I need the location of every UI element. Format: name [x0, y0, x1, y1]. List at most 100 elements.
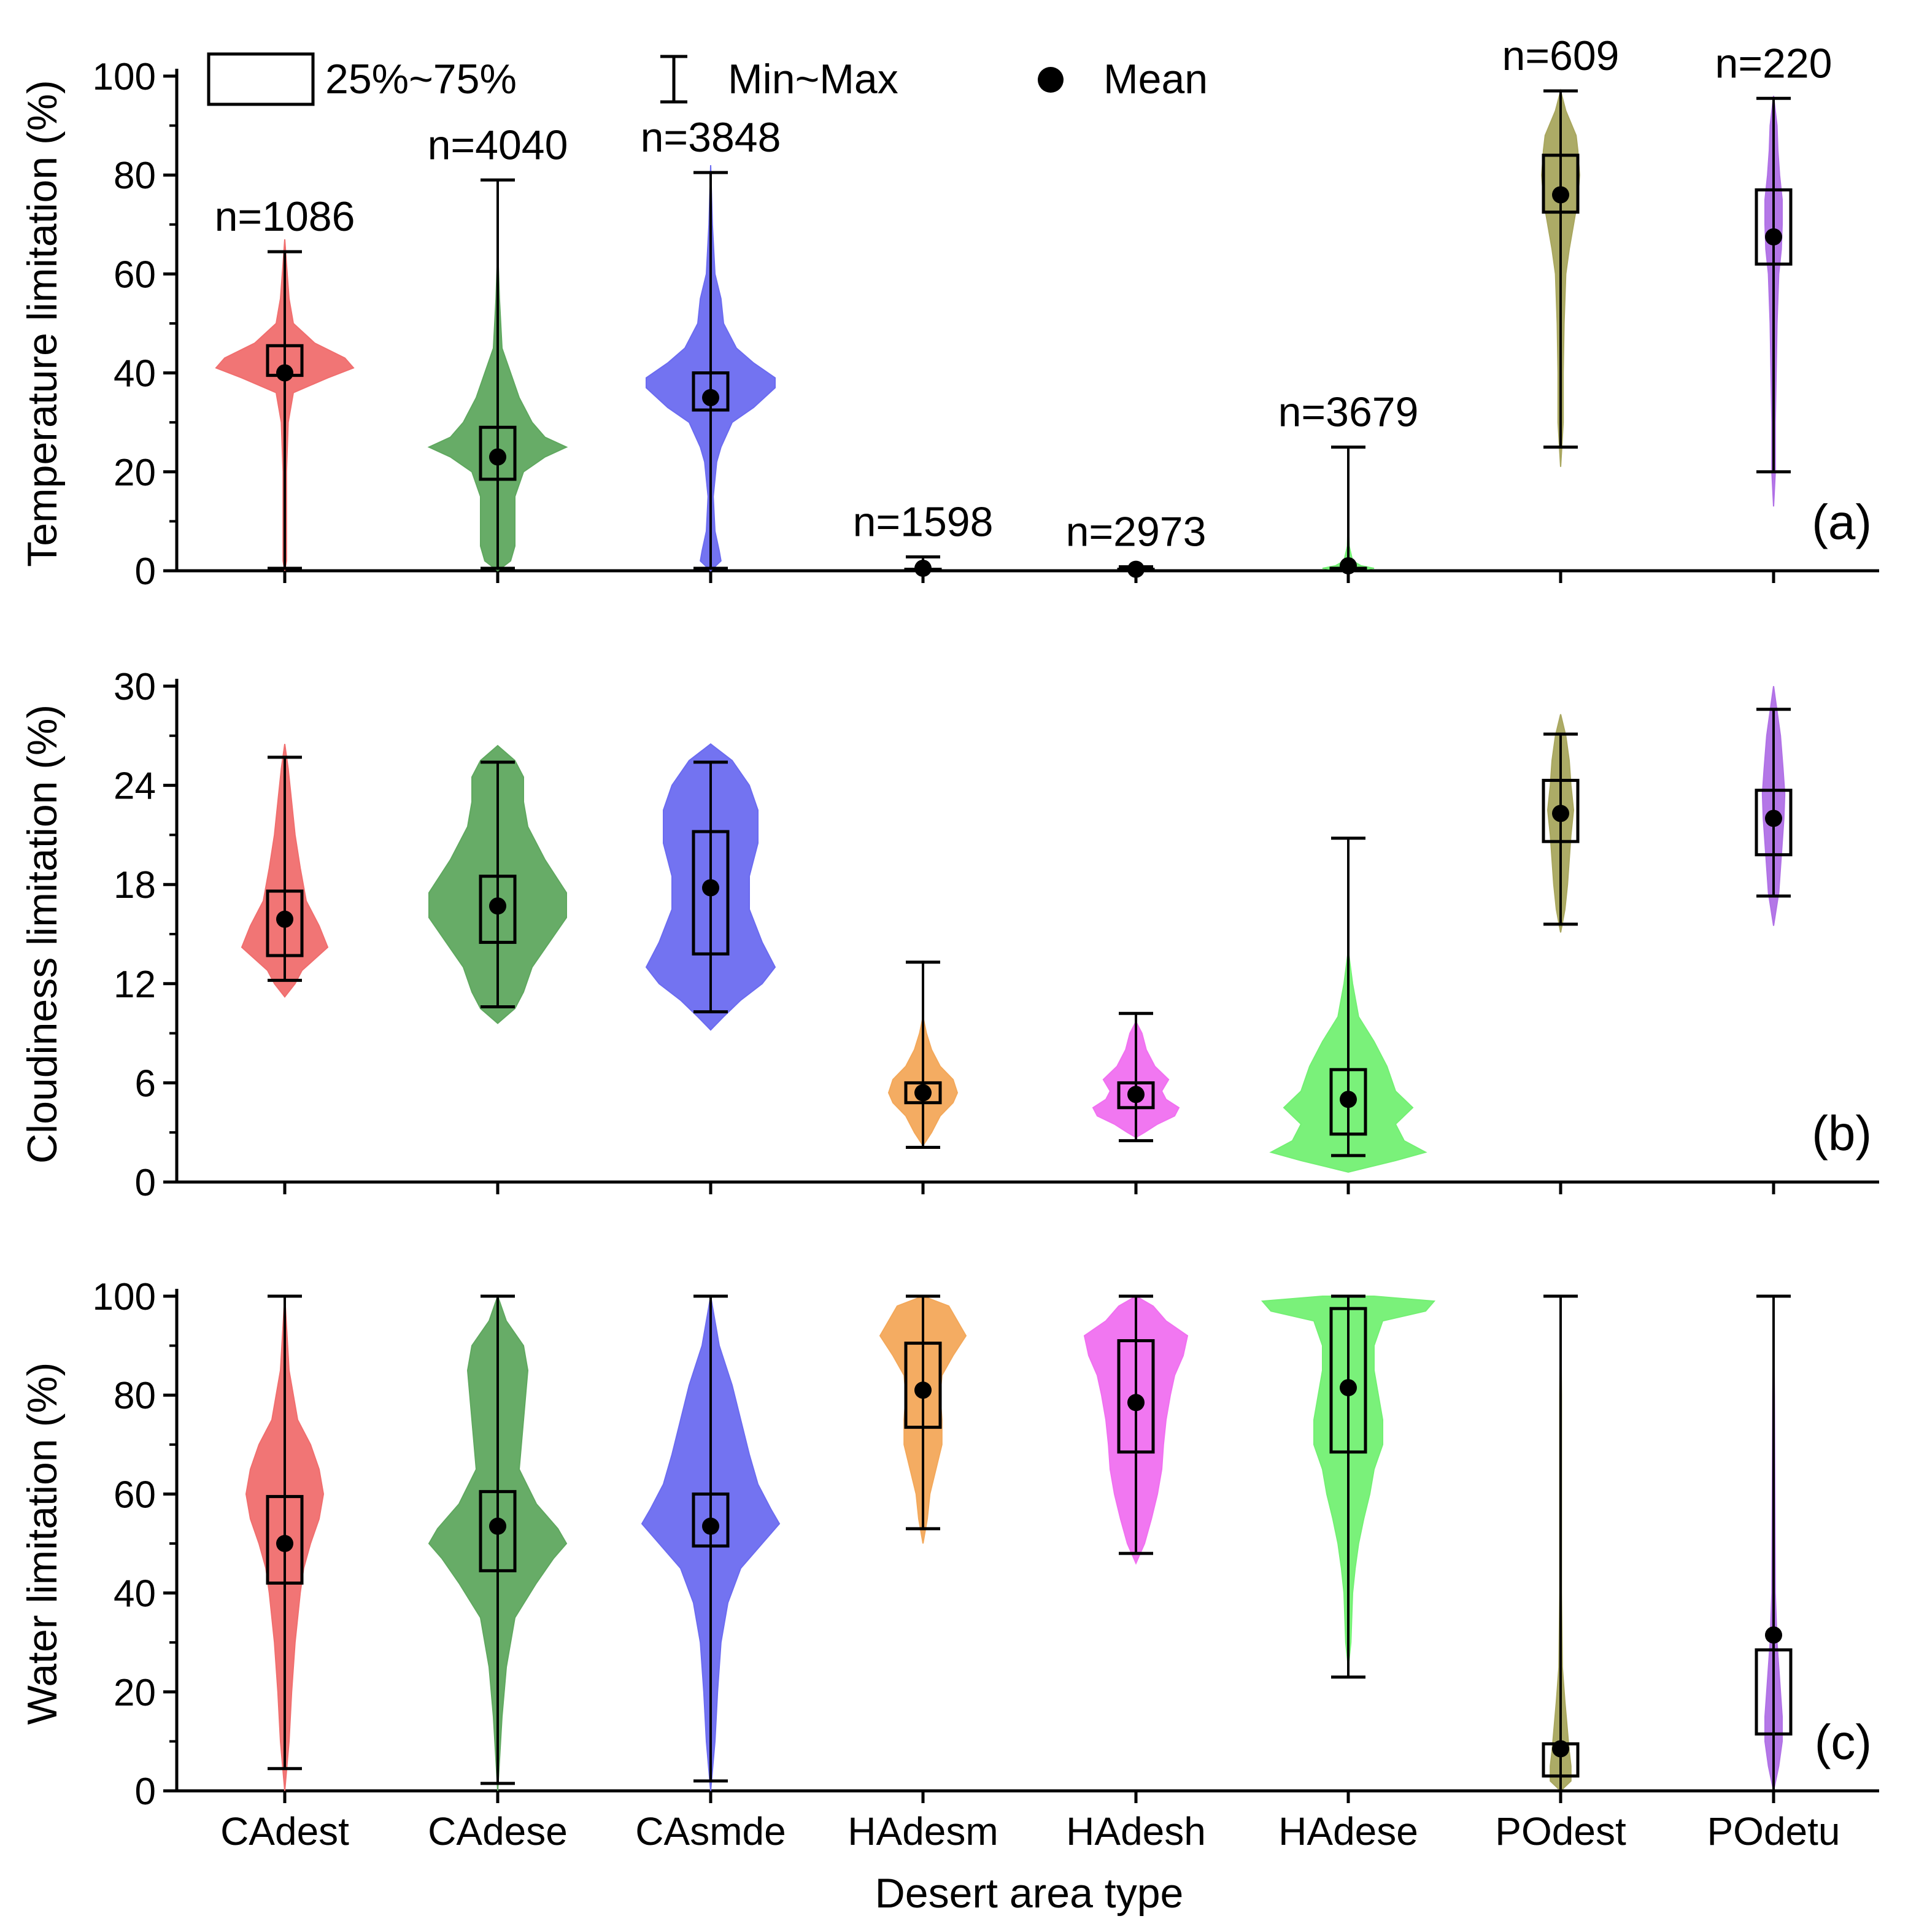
mean-marker [914, 1381, 932, 1399]
legend-box-swatch [207, 52, 315, 106]
y-tick-label: 80 [114, 1375, 156, 1417]
y-tick-label: 20 [114, 452, 156, 494]
violin-group-cadese [428, 1294, 568, 1791]
y-tick-label: 60 [114, 1474, 156, 1516]
mean-marker [489, 1517, 506, 1535]
y-tick-label: 40 [114, 1573, 156, 1615]
violin-group-hadese [1261, 1294, 1436, 1679]
violin-group-podetu: n=220 [1715, 40, 1832, 507]
iqr-box [479, 425, 517, 481]
mean-marker [1127, 1394, 1145, 1412]
mean-marker [1127, 560, 1145, 578]
violin-group-podest: n=609 [1502, 33, 1619, 467]
violin-group-podest [1542, 1294, 1580, 1793]
iqr-box [904, 1342, 942, 1429]
sample-size-label: n=1598 [853, 498, 994, 545]
violin-group-hadesh [1083, 1294, 1189, 1565]
sample-size-label: n=1086 [215, 193, 355, 240]
iqr-box [692, 371, 730, 412]
mean-marker [276, 910, 293, 928]
mean-marker [702, 1517, 719, 1535]
panel-tag: (a) [1812, 495, 1872, 549]
mean-marker [914, 559, 932, 577]
violin-group-podetu [1755, 1294, 1793, 1793]
mean-marker [702, 879, 719, 897]
y-tick-label: 100 [93, 1276, 156, 1318]
iqr-box [692, 830, 730, 956]
x-category-label: HAdese [1278, 1809, 1418, 1853]
iqr-box [692, 1492, 730, 1548]
mean-marker [914, 1084, 932, 1102]
y-tick-label: 18 [114, 864, 156, 906]
y-tick-label: 60 [114, 253, 156, 296]
violin-group-casmde [645, 743, 776, 1031]
violin-group-cadest [241, 744, 329, 998]
mean-marker [276, 364, 293, 382]
y-tick-label: 80 [114, 155, 156, 197]
x-category-label: CAdese [428, 1809, 568, 1853]
violin-group-podest [1542, 714, 1580, 933]
mean-marker [702, 388, 719, 406]
violin-group-hadese [1269, 837, 1427, 1173]
iqr-box [1117, 1339, 1155, 1454]
violin-group-cadest [245, 1294, 325, 1791]
panel-tag: (b) [1812, 1106, 1872, 1161]
chart-legend: 25%~75% Min~Max Mean [207, 52, 1208, 106]
violin-group-hadese: n=3679 [1278, 389, 1419, 574]
iqr-box [479, 1490, 517, 1572]
mean-marker [1340, 1379, 1357, 1397]
violin-group-hadesh: n=2973 [1066, 509, 1207, 578]
y-tick-label: 24 [114, 765, 156, 808]
iqr-box [904, 1081, 942, 1105]
x-category-label: POdetu [1707, 1809, 1840, 1853]
y-axis-title: Water limitation (%) [19, 1362, 66, 1725]
iqr-box [1542, 779, 1580, 843]
violin-group-cadese [428, 744, 567, 1024]
sample-size-label: n=2973 [1066, 509, 1207, 555]
y-axis-title: Temperature limitation (%) [19, 80, 66, 567]
x-category-label: CAdest [220, 1809, 349, 1853]
iqr-box [1755, 1648, 1793, 1736]
mean-marker [1765, 228, 1782, 245]
violin-group-casmde [641, 1294, 781, 1791]
y-tick-label: 0 [135, 551, 156, 593]
y-tick-label: 0 [135, 1771, 156, 1813]
sample-size-label: n=3679 [1278, 389, 1419, 436]
mean-marker [1340, 1091, 1357, 1108]
sample-size-label: n=3848 [641, 114, 781, 161]
mean-marker [1552, 1740, 1569, 1758]
chart-panel: 0 20 40 60 80 100 Temperature limitation (%) (a… [19, 33, 1879, 593]
x-category-label: HAdesm [848, 1809, 998, 1853]
y-tick-label: 20 [114, 1672, 156, 1714]
y-tick-label: 100 [93, 56, 156, 98]
mean-marker [1552, 186, 1569, 204]
x-category-label: CAsmde [635, 1809, 786, 1853]
y-tick-label: 0 [135, 1162, 156, 1204]
x-axis-title: Desert area type [875, 1870, 1184, 1917]
violin-group-cadest: n=1086 [215, 193, 355, 571]
y-tick-label: 6 [135, 1062, 156, 1105]
mean-marker [276, 1535, 293, 1552]
x-category-label: POdest [1495, 1809, 1626, 1853]
legend-box-label: 25%~75% [325, 56, 517, 102]
legend-whisker-icon [660, 55, 687, 104]
iqr-box [1329, 1307, 1367, 1454]
mean-marker [1765, 1626, 1782, 1644]
sample-size-label: n=4040 [428, 122, 568, 168]
violin-group-podetu [1755, 686, 1793, 926]
legend-whisker-label: Min~Max [728, 56, 898, 102]
violin-group-cadese: n=4040 [428, 122, 568, 572]
mean-marker [1765, 810, 1782, 827]
mean-marker [1552, 805, 1569, 822]
mean-marker [1127, 1086, 1145, 1103]
violin-group-hadesm: n=1598 [853, 498, 994, 577]
y-tick-label: 12 [114, 964, 156, 1006]
y-tick-label: 40 [114, 353, 156, 395]
mean-marker [489, 897, 506, 915]
sample-size-label: n=220 [1715, 40, 1832, 87]
iqr-box [1542, 153, 1580, 214]
violin-group-casmde: n=3848 [641, 114, 781, 572]
mean-marker [489, 448, 506, 466]
